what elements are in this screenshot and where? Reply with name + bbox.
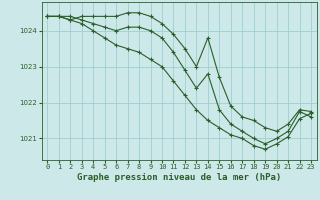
X-axis label: Graphe pression niveau de la mer (hPa): Graphe pression niveau de la mer (hPa)	[77, 173, 281, 182]
